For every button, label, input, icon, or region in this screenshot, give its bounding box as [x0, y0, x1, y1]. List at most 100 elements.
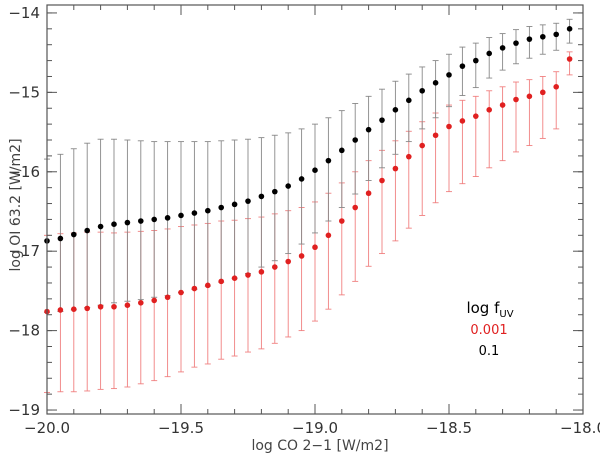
- y-tick-label: −17: [8, 242, 40, 260]
- data-point: [151, 297, 157, 304]
- axes: [46, 4, 584, 415]
- data-point: [419, 142, 426, 149]
- x-tick-labels: −20.0 −19.5 −19.0 −18.5 −18.0: [24, 419, 600, 437]
- x-tick-label: −18.5: [426, 419, 472, 437]
- data-point: [473, 57, 479, 64]
- data-point: [258, 193, 265, 200]
- data-point: [205, 282, 211, 289]
- data-point: [339, 147, 345, 154]
- data-point: [312, 244, 318, 251]
- data-point: [379, 177, 385, 184]
- data-point: [191, 210, 198, 216]
- data-point: [57, 307, 64, 313]
- data-point: [84, 227, 90, 234]
- x-tick-label: −18.0: [560, 419, 600, 437]
- data-point: [178, 212, 184, 219]
- data-point: [258, 269, 265, 275]
- data-point: [164, 215, 171, 221]
- x-tick-label: −19.5: [158, 419, 204, 437]
- data-point: [352, 137, 359, 143]
- y-tick-label: −19: [8, 401, 40, 419]
- y-axis-label: log OI 63.2 [W/m2]: [8, 138, 24, 271]
- data-point: [526, 93, 533, 100]
- data-point: [298, 253, 305, 259]
- data-point: [245, 272, 251, 278]
- data-point: [312, 167, 318, 173]
- data-point: [164, 294, 171, 301]
- data-point: [325, 232, 332, 239]
- data-point: [138, 218, 144, 224]
- y-tick-labels: −19 −18 −17 −16 −15 −14: [8, 4, 40, 419]
- data-point: [178, 289, 184, 296]
- data-point: [71, 306, 77, 312]
- data-point: [553, 31, 559, 38]
- data-point: [459, 63, 466, 69]
- data-point: [151, 216, 157, 223]
- data-point: [540, 89, 546, 96]
- data-point: [473, 113, 479, 119]
- data-point: [540, 33, 546, 40]
- y-tick-label: −18: [8, 322, 40, 340]
- data-point: [84, 305, 90, 312]
- y-tick-label: −16: [8, 163, 40, 181]
- data-point: [392, 165, 399, 172]
- data-point: [459, 118, 466, 124]
- data-point: [446, 72, 452, 78]
- data-point: [97, 303, 104, 310]
- data-point: [432, 80, 439, 86]
- data-points: [44, 26, 573, 315]
- x-tick-label: −19.0: [292, 419, 338, 437]
- data-point: [124, 302, 131, 308]
- legend-entry-black: 0.1: [479, 344, 500, 359]
- y-tick-label: −14: [8, 4, 40, 22]
- legend-title-main: log f: [466, 299, 500, 317]
- data-point: [486, 107, 493, 113]
- data-point: [339, 218, 345, 224]
- data-point: [446, 123, 452, 130]
- data-point: [57, 235, 64, 242]
- data-point: [111, 221, 117, 227]
- data-point: [111, 303, 117, 310]
- data-point: [513, 40, 519, 46]
- data-point: [272, 188, 278, 195]
- data-point: [379, 117, 385, 123]
- data-point: [191, 285, 198, 292]
- data-point: [566, 56, 573, 62]
- data-point: [513, 96, 519, 103]
- data-point: [566, 26, 573, 32]
- data-point: [205, 207, 211, 214]
- data-point: [499, 45, 506, 51]
- data-point: [352, 204, 359, 211]
- data-point: [298, 176, 305, 182]
- data-point: [325, 157, 332, 164]
- data-point: [245, 198, 251, 204]
- legend-title: log fUV: [466, 299, 513, 320]
- data-point: [526, 36, 533, 42]
- data-point: [218, 278, 224, 285]
- x-tick-label: −20.0: [24, 419, 70, 437]
- data-point: [285, 258, 292, 265]
- data-point: [406, 97, 412, 104]
- data-point: [231, 201, 238, 208]
- legend-title-sub: UV: [499, 309, 513, 320]
- data-point: [97, 223, 104, 230]
- data-point: [406, 153, 412, 160]
- data-point: [218, 204, 224, 211]
- data-point: [392, 107, 399, 113]
- data-point: [419, 87, 426, 94]
- data-point: [231, 275, 238, 281]
- data-point: [272, 264, 278, 270]
- data-point: [71, 231, 77, 238]
- data-point: [365, 126, 372, 133]
- y-tick-label: −15: [8, 83, 40, 101]
- legend: log fUV 0.001 0.1: [466, 299, 513, 359]
- x-axis-label: log CO 2−1 [W/m2]: [251, 438, 388, 454]
- data-point: [486, 50, 493, 57]
- data-point: [124, 219, 131, 226]
- legend-entry-red: 0.001: [470, 323, 507, 338]
- data-point: [285, 183, 292, 189]
- data-point: [432, 132, 439, 139]
- data-point: [138, 300, 144, 306]
- data-point: [365, 190, 372, 197]
